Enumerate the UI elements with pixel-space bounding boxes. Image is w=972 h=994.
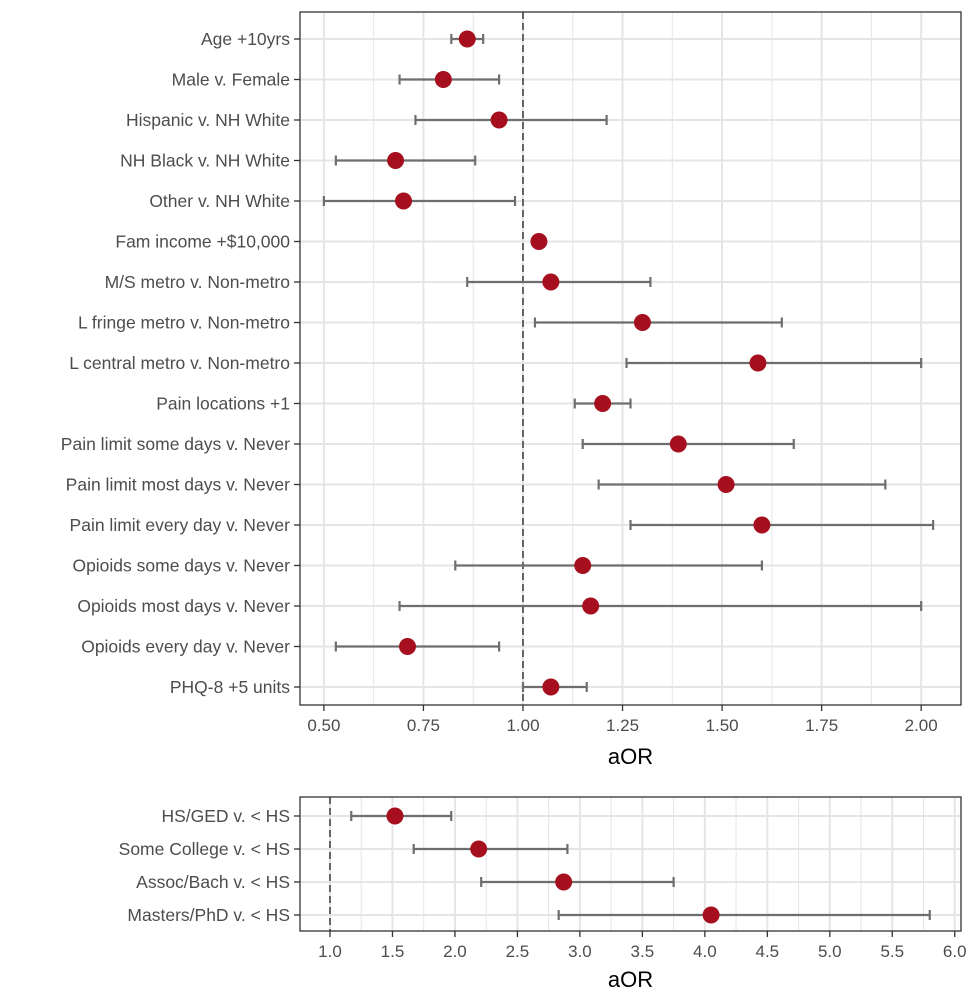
x-tick-label: 4.0	[693, 942, 717, 961]
category-label: HS/GED v. < HS	[161, 806, 290, 826]
category-label: Other v. NH White	[149, 191, 290, 211]
estimate-point	[542, 678, 560, 696]
category-label: Age +10yrs	[201, 29, 290, 49]
category-label: Pain limit some days v. Never	[61, 434, 290, 454]
x-tick-label: 2.5	[506, 942, 530, 961]
estimate-point	[702, 906, 720, 924]
estimate-point	[387, 152, 405, 169]
estimate-point	[633, 314, 651, 331]
estimate-point	[490, 111, 508, 129]
x-axis-title: aOR	[608, 967, 653, 992]
category-label: Pain limit most days v. Never	[66, 475, 290, 495]
estimate-point	[434, 71, 452, 88]
estimate-point	[753, 516, 771, 534]
x-axis-title: aOR	[608, 744, 653, 769]
category-label: L fringe metro v. Non-metro	[78, 313, 290, 333]
x-tick-label: 1.00	[506, 716, 539, 735]
x-tick-label: 5.0	[818, 942, 842, 961]
panel-frame	[299, 11, 962, 706]
estimate-point	[395, 192, 413, 210]
x-tick-label: 1.50	[706, 716, 739, 735]
category-label: Pain locations +1	[156, 394, 290, 414]
estimate-point	[530, 233, 548, 250]
panel-frame	[299, 796, 962, 932]
category-label: Male v. Female	[172, 70, 290, 90]
estimate-point	[717, 476, 735, 493]
category-label: Pain limit every day v. Never	[70, 515, 291, 535]
category-label: Opioids some days v. Never	[72, 556, 290, 576]
estimate-point	[749, 354, 767, 372]
category-label: Opioids every day v. Never	[81, 637, 290, 657]
x-tick-label: 0.50	[307, 716, 340, 735]
category-label: L central metro v. Non-metro	[69, 353, 290, 373]
category-label: Masters/PhD v. < HS	[127, 905, 290, 925]
category-label: Assoc/Bach v. < HS	[136, 872, 290, 892]
x-tick-label: 2.0	[443, 942, 467, 961]
x-tick-label: 1.75	[805, 716, 838, 735]
category-label: Opioids most days v. Never	[77, 596, 290, 616]
estimate-point	[555, 873, 573, 891]
x-tick-label: 5.5	[880, 942, 904, 961]
estimate-point	[542, 273, 560, 291]
estimate-point	[386, 807, 404, 825]
category-label: M/S metro v. Non-metro	[105, 272, 290, 292]
estimate-point	[399, 638, 417, 655]
x-tick-label: 6.0	[943, 942, 967, 961]
x-tick-label: 1.25	[606, 716, 639, 735]
estimate-point	[458, 30, 476, 48]
category-label: PHQ-8 +5 units	[170, 677, 290, 697]
estimate-point	[669, 435, 687, 453]
category-label: NH Black v. NH White	[120, 151, 290, 171]
estimate-point	[594, 395, 612, 412]
estimate-point	[582, 597, 600, 615]
x-tick-label: 1.0	[318, 942, 342, 961]
x-tick-label: 2.00	[905, 716, 938, 735]
x-tick-label: 1.5	[381, 942, 405, 961]
estimate-point	[574, 557, 592, 574]
x-tick-label: 3.5	[631, 942, 655, 961]
estimate-point	[470, 840, 488, 858]
x-tick-label: 4.5	[756, 942, 780, 961]
category-label: Some College v. < HS	[119, 839, 290, 859]
category-label: Hispanic v. NH White	[126, 110, 290, 130]
category-label: Fam income +$10,000	[115, 232, 290, 252]
x-tick-label: 3.0	[568, 942, 592, 961]
x-tick-label: 0.75	[407, 716, 440, 735]
